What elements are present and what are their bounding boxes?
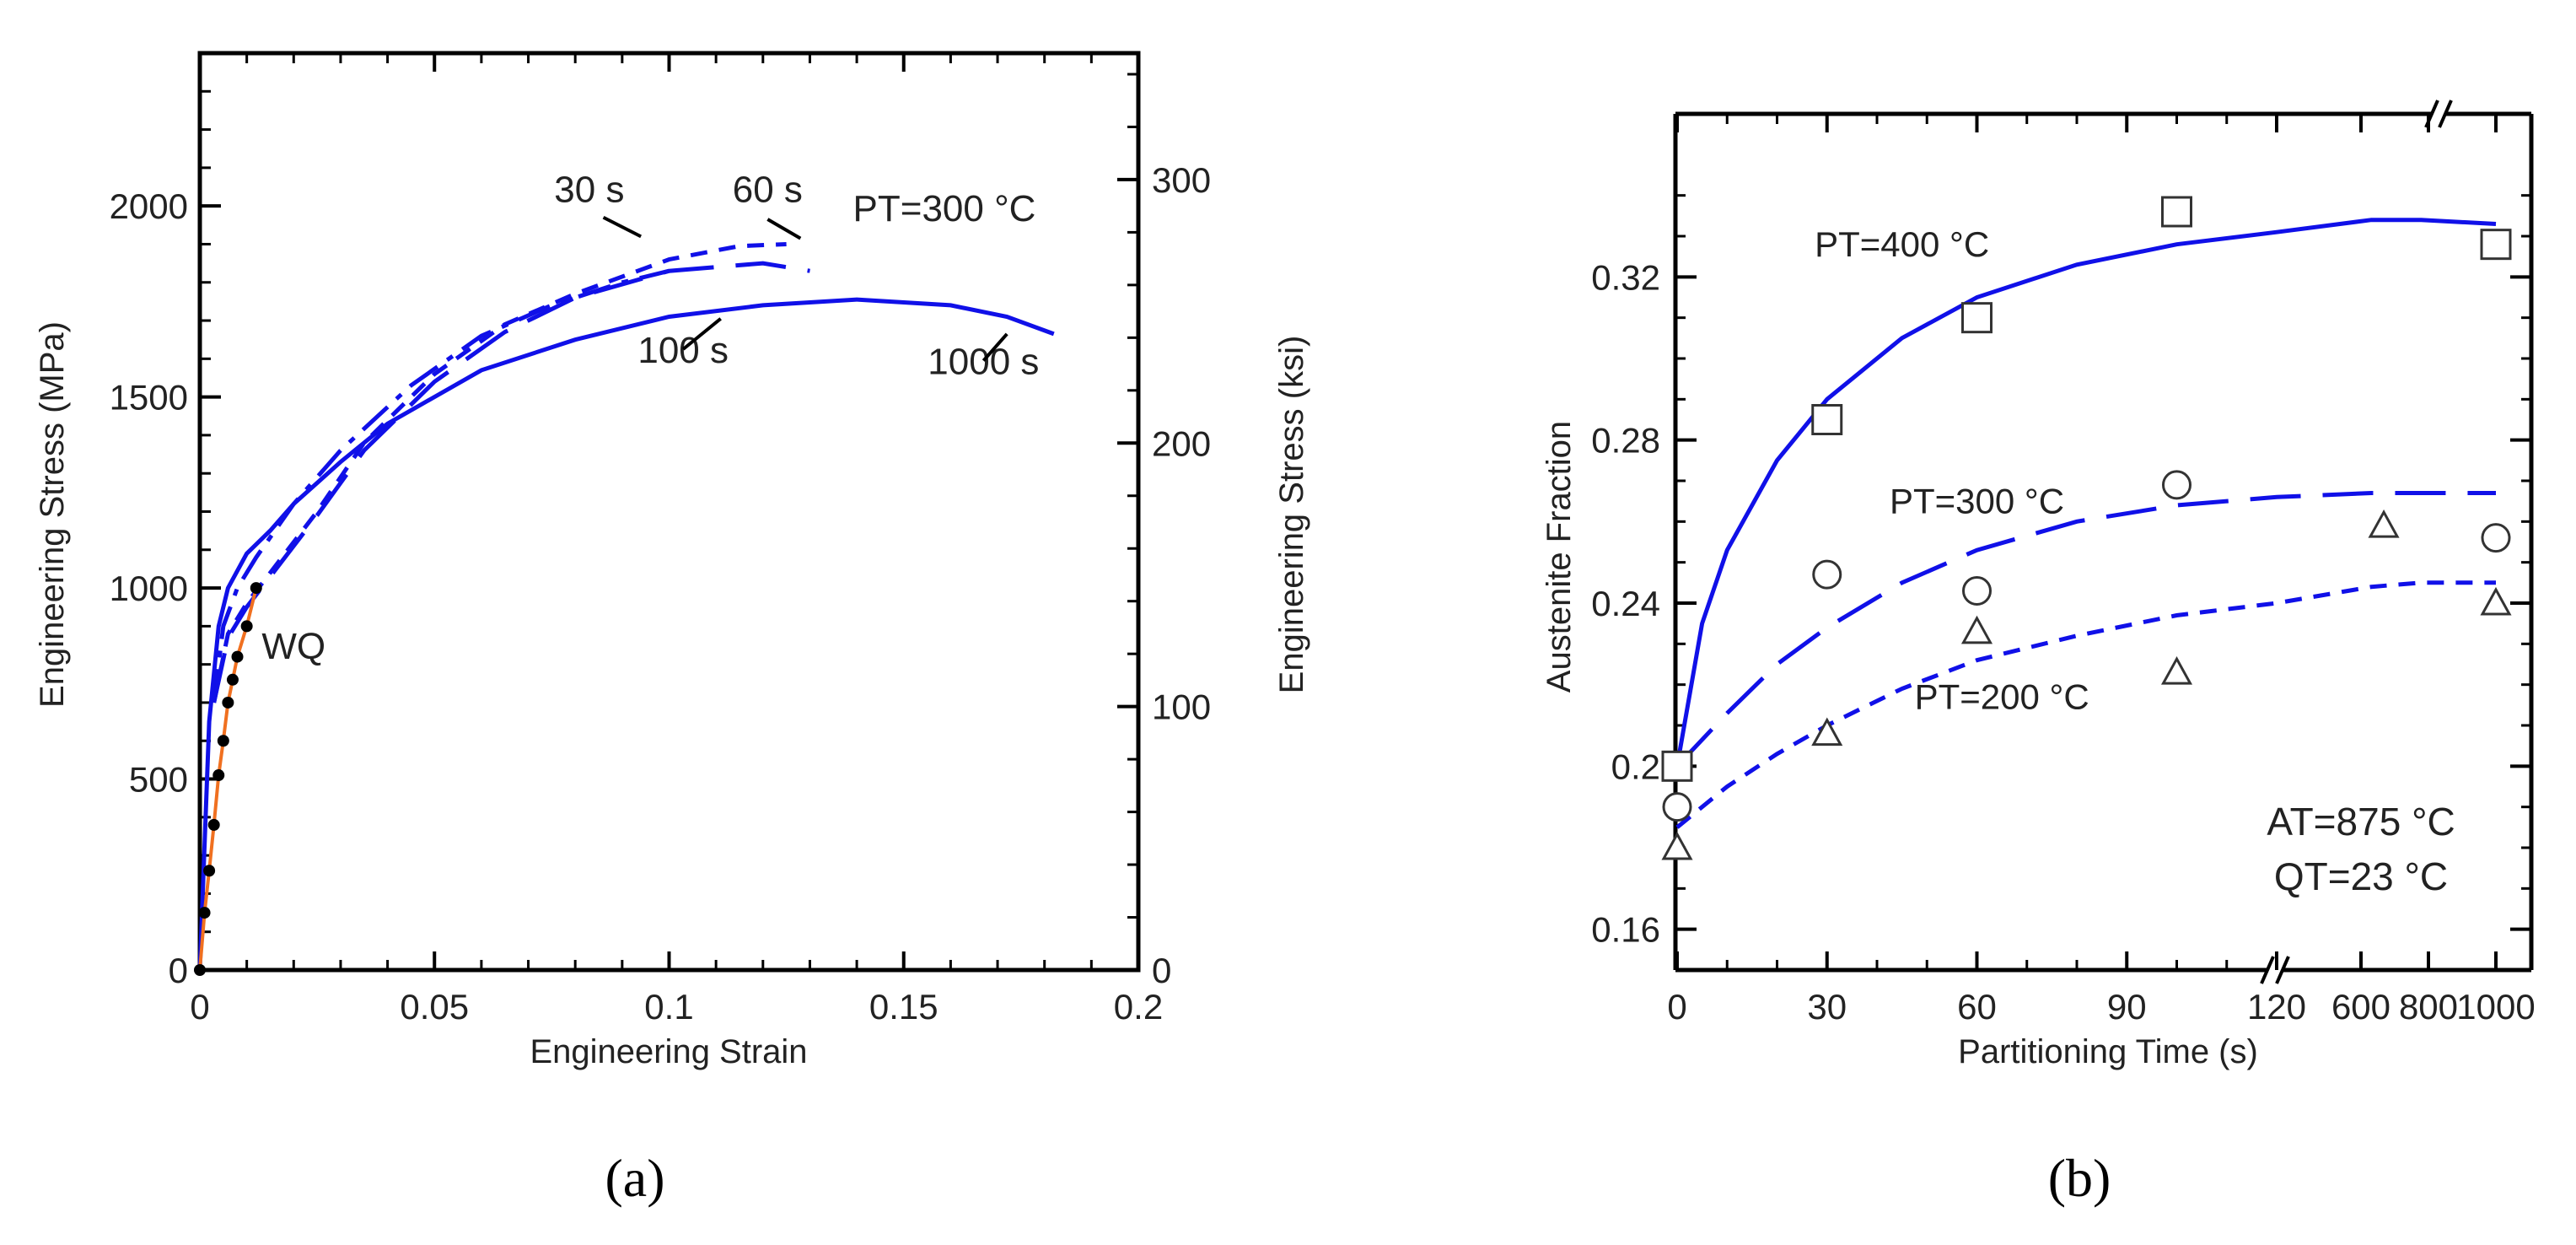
panel-a-label-leader xyxy=(602,215,643,239)
panel-a-wq-marker xyxy=(240,620,253,633)
panel-a-x-tick-label: 0 xyxy=(190,987,209,1027)
panel-a-wq-marker xyxy=(226,673,239,686)
panel-b-y-tick-label: 0.2 xyxy=(1611,746,1660,786)
panel-b-plot-frame xyxy=(1673,100,2534,984)
panel-b-triangle-marker xyxy=(1661,831,1693,860)
panel-a-x-axis-label: Engineering Strain xyxy=(530,1033,807,1070)
panel-b-points xyxy=(1661,196,2512,860)
panel-b-triangle-marker xyxy=(2368,509,2400,538)
panel-b-x-tick-label: 0 xyxy=(1667,987,1686,1027)
panel-a-y-axis-label: Engineering Stress (MPa) xyxy=(34,321,71,708)
panel-a-x-tick-label: 0.1 xyxy=(644,987,693,1027)
panel-a-curve-label: 1000 s xyxy=(928,341,1039,382)
panel-b-axis-break-mark xyxy=(2275,956,2290,984)
panel-b-square-marker xyxy=(1961,302,1993,334)
panel-b-triangle-marker xyxy=(1811,717,1843,746)
panel-a-wq-marker xyxy=(231,650,244,663)
panel-b-texts: PT=400 °C PT=300 °C PT=200 °C xyxy=(1815,224,2089,717)
chart-panel-a: 0 0.05 0.1 0.15 0.20500100015002000010020030… xyxy=(34,51,1310,1070)
panel-a-y-tick-label: 1000 xyxy=(110,569,188,608)
panel-a-y-tick-label: 0 xyxy=(169,951,188,990)
panel-b-y-tick-label: 0.28 xyxy=(1591,421,1660,461)
panel-b-x-tick-label: 600 xyxy=(2331,987,2390,1027)
panel-b-y-axis-label: Austenite Fraction xyxy=(1541,421,1578,693)
panel-a-y-tick-label: 1500 xyxy=(110,378,188,418)
panel-a-x-tick-label: 0.2 xyxy=(1114,987,1163,1027)
panel-a-curve-label: WQ xyxy=(261,626,325,667)
panel-label-a: (a) xyxy=(605,1148,664,1208)
panel-a-wq-marker xyxy=(207,818,220,831)
panel-a-wq-marker xyxy=(222,696,234,709)
panel-a-x-tick-label: 0.15 xyxy=(869,987,938,1027)
panel-a-curve-label: 30 s xyxy=(554,170,624,211)
panel-b-y-tick-label: 0.24 xyxy=(1591,584,1660,623)
panel-b-circle-marker xyxy=(1962,576,1992,606)
panel-a-wq-marker xyxy=(203,865,216,877)
panel-a-curve-label: 100 s xyxy=(637,330,729,371)
panel-b-axis-break-mark xyxy=(2438,100,2453,128)
panel-a-wq-marker xyxy=(194,964,206,976)
panel-label-b: (b) xyxy=(2048,1148,2111,1208)
panel-a-texts: 30 s 60 s 100 s 1000 s WQ xyxy=(261,170,1039,667)
panel-b-y-tick-label: 0.16 xyxy=(1591,910,1660,950)
panel-b-x-axis-label: Partitioning Time (s) xyxy=(1958,1033,2258,1070)
panel-b-annotation-qt: QT=23 °C xyxy=(2274,854,2448,898)
panel-b-x-tick-label: 120 xyxy=(2247,987,2306,1027)
panel-b-x-tick-label: 1000 xyxy=(2456,987,2535,1027)
panel-a-label-leader xyxy=(766,218,802,240)
panel-b-circle-marker xyxy=(1662,792,1692,822)
panel-a-y2-tick-label: 100 xyxy=(1152,687,1211,727)
panel-a-annotation: PT=300 °C xyxy=(853,188,1036,229)
panel-a-curve-label: 60 s xyxy=(733,170,803,211)
panel-b-model-curve xyxy=(1675,580,2496,829)
panel-a-wq-marker xyxy=(198,907,211,919)
panel-b-y-tick-label: 0.32 xyxy=(1591,257,1660,297)
panel-b-axis-break-mark xyxy=(2260,956,2275,984)
panel-b-model-curve xyxy=(1675,218,2497,767)
panel-b-x-tick-label: 800 xyxy=(2399,987,2458,1027)
panel-b-circle-marker xyxy=(2162,470,2191,500)
panel-b-curve-label: PT=200 °C xyxy=(1915,677,2089,717)
panel-a-label-leader xyxy=(681,317,722,351)
panel-b-square-marker xyxy=(1661,750,1693,782)
panel-b-circle-marker xyxy=(1812,559,1842,590)
panel-b-triangle-marker xyxy=(2480,586,2512,616)
panel-a-y2-tick-label: 300 xyxy=(1152,160,1211,200)
panel-b-x-tick-label: 30 xyxy=(1807,987,1847,1027)
panel-a-y-tick-label: 2000 xyxy=(110,186,188,226)
panel-a-y2-tick-label: 200 xyxy=(1152,423,1211,463)
panel-b-square-marker xyxy=(2161,196,2192,228)
panel-b-x-tick-label: 90 xyxy=(2107,987,2147,1027)
panel-b-x-tick-label: 60 xyxy=(1957,987,1997,1027)
panel-b-square-marker xyxy=(2480,229,2512,261)
panel-a-series-line xyxy=(197,297,1055,971)
panel-a-wq-marker xyxy=(212,769,225,782)
panel-b-circle-marker xyxy=(2481,523,2511,553)
panel-b-square-marker xyxy=(1811,404,1843,435)
panel-b-triangle-marker xyxy=(2160,656,2193,685)
panel-a-series-line xyxy=(212,261,810,703)
panel-a-y2-tick-label: 0 xyxy=(1152,951,1171,990)
panel-a-wq-marker xyxy=(250,582,262,595)
panel-b-curve-label: PT=400 °C xyxy=(1815,224,1989,264)
panel-b-triangle-marker xyxy=(1960,615,1993,644)
panel-a-x-tick-label: 0.05 xyxy=(400,987,469,1027)
panel-b-curves xyxy=(1675,218,2497,829)
panel-a-ticks: 0 0.05 0.1 0.15 0.20500100015002000010020030… xyxy=(110,53,1211,1027)
panel-a-curves xyxy=(194,242,1055,976)
panel-a-wq-marker xyxy=(217,735,229,747)
panel-a-y2-axis-label: Engineering Stress (ksi) xyxy=(1273,336,1310,694)
chart-panel-b: 0.160.20.240.280.320 30 60 90 120 600 8001000 … xyxy=(1541,100,2536,1070)
panel-a-y-tick-label: 500 xyxy=(129,760,188,800)
panel-a-series-line xyxy=(212,268,670,703)
panel-b-annotation-at: AT=875 °C xyxy=(2267,800,2455,843)
panel-a-label-leader xyxy=(981,332,1008,362)
panel-b-curve-label: PT=300 °C xyxy=(1890,482,2064,521)
